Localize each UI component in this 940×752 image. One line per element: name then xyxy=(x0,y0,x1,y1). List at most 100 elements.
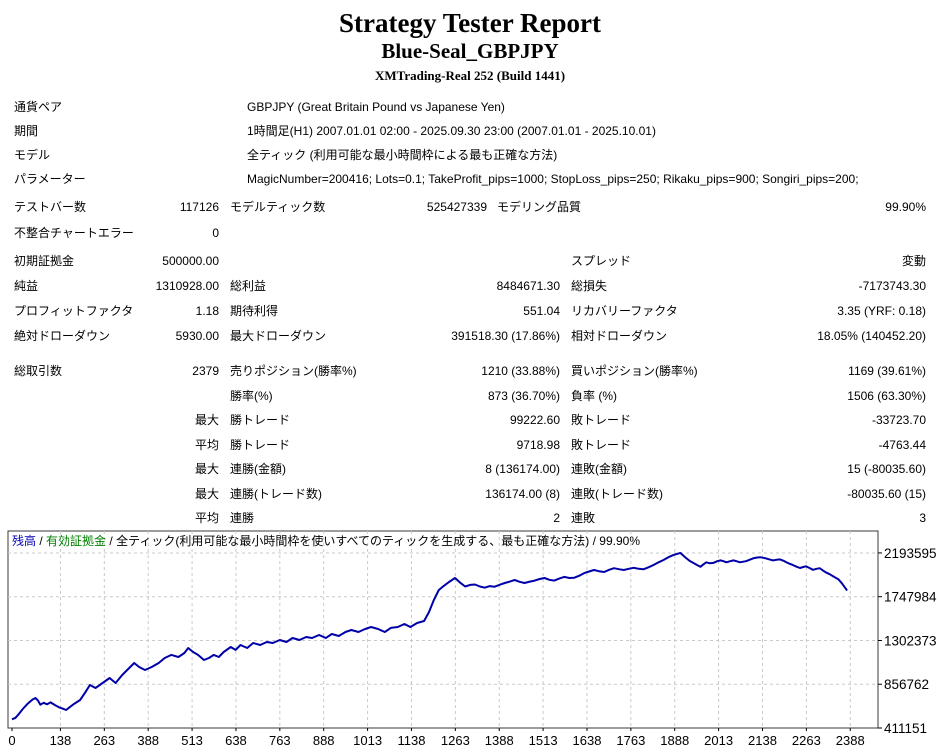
chart-plot-area xyxy=(7,530,879,729)
stat-label: 連敗(金額) xyxy=(571,462,627,476)
info-label: 通貨ペア xyxy=(14,100,63,114)
stat-value: 18.05% (140452.20) xyxy=(817,329,926,343)
stat-label: プロフィットファクタ xyxy=(14,304,134,318)
stat-value: 平均 xyxy=(194,437,219,452)
stat-label: 連勝 xyxy=(230,511,255,525)
x-tick-label: 263 xyxy=(93,733,115,748)
stats-row: 初期証拠金 500000.00 スプレッド 変動 xyxy=(0,249,940,274)
stat-value: 3.35 (YRF: 0.18) xyxy=(837,304,926,318)
stat-label: リカバリーファクタ xyxy=(571,304,678,318)
stats-row: 平均 連勝 2 連敗 3 xyxy=(0,506,940,531)
stat-value: 117126 xyxy=(179,200,219,214)
stat-label: モデルティック数 xyxy=(230,200,326,214)
stats-row: テストバー数 117126 モデルティック数 525427339 モデリング品質 99.9… xyxy=(0,194,940,220)
stat-label: 勝率(%) xyxy=(230,388,273,403)
stat-value: 0 xyxy=(212,226,219,240)
stat-value: 最大 xyxy=(194,413,219,427)
stat-value: 2 xyxy=(553,511,560,525)
stats-row: 勝率(%) 873 (36.70%) 負率 (%) 1506 (63.30%) xyxy=(0,384,940,409)
stat-label xyxy=(14,408,155,433)
stat-label: 買いポジション(勝率%) xyxy=(571,364,698,378)
x-tick-label: 2263 xyxy=(792,733,821,748)
stats-row: 平均 勝トレード 9718.98 敗トレード -4763.44 xyxy=(0,433,940,458)
stat-label: 敗トレード xyxy=(571,437,632,452)
x-tick-label: 0 xyxy=(8,733,15,748)
x-tick-label: 513 xyxy=(181,733,203,748)
server-build-label: XMTrading-Real 252 (Build 1441) xyxy=(374,68,566,83)
stat-value: -7173743.30 xyxy=(858,279,926,293)
stats-section: 総取引数 2379 売りポジション(勝率%) 1210 (33.88%) 買いポジション… xyxy=(0,359,940,531)
stat-label: 勝トレード xyxy=(230,437,291,452)
stat-label xyxy=(14,482,155,507)
stat-value: -33723.70 xyxy=(871,413,926,427)
x-tick-label: 2013 xyxy=(704,733,733,748)
info-row: モデル 全ティック (利用可能な最小時間枠による最も正確な方法) xyxy=(0,143,940,167)
stat-value: 551.04 xyxy=(523,304,560,318)
x-tick-label: 2138 xyxy=(748,733,777,748)
stat-label: 最大ドローダウン xyxy=(230,329,327,343)
x-tick-label: 1763 xyxy=(616,733,645,748)
x-tick-label: 763 xyxy=(269,733,291,748)
stats-row: 絶対ドローダウン 5930.00 最大ドローダウン 391518.30 (17.86%… xyxy=(0,324,940,349)
stat-value: 99222.60 xyxy=(509,413,560,427)
stat-value: 8484671.30 xyxy=(496,279,560,293)
stat-value: 1.18 xyxy=(195,304,219,318)
stat-label xyxy=(14,506,155,531)
stat-label: 初期証拠金 xyxy=(14,254,75,268)
stat-value: 2379 xyxy=(192,364,219,378)
stat-label: 連勝(金額) xyxy=(230,462,286,476)
stats-row: 最大 連勝(トレード数) 136174.00 (8) 連敗(トレード数) -80035.… xyxy=(0,482,940,507)
x-tick-label: 638 xyxy=(225,733,247,748)
stat-value: 3 xyxy=(919,511,926,525)
test-stats-tables: テストバー数 117126 モデルティック数 525427339 モデリング品質 99.9… xyxy=(0,194,940,531)
stat-value: -80035.60 (15) xyxy=(847,486,926,501)
stat-label xyxy=(497,220,657,246)
stat-value: 最大 xyxy=(194,462,219,476)
stat-label: 総取引数 xyxy=(14,364,63,378)
stat-label: 売りポジション(勝率%) xyxy=(230,364,357,378)
x-tick-label: 1513 xyxy=(529,733,558,748)
stat-value: 525427339 xyxy=(426,200,487,214)
stat-value xyxy=(400,249,560,274)
y-tick-label: 1747984 xyxy=(884,590,937,605)
stat-value: 500000.00 xyxy=(162,254,219,268)
balance-chart-svg: 0 138 263 388 513 638 763 888 1013 1138 1263 1388 15… xyxy=(7,530,937,748)
y-tick-label: 856762 xyxy=(884,677,929,692)
x-tick-label: 1138 xyxy=(397,733,425,748)
x-tick-label: 1388 xyxy=(485,733,514,748)
y-tick-label: 2193595 xyxy=(884,546,937,561)
stat-label xyxy=(230,249,400,274)
stat-label: テストバー数 xyxy=(14,200,87,214)
stat-label: 相対ドローダウン xyxy=(571,329,668,343)
stat-value: 5930.00 xyxy=(175,329,219,343)
stat-value: 873 (36.70%) xyxy=(487,388,560,403)
stat-label: 連敗 xyxy=(571,511,596,525)
stat-value xyxy=(657,220,926,246)
stat-value: 136174.00 (8) xyxy=(485,486,560,501)
report-symbol-title: Blue-Seal_GBPJPY xyxy=(381,39,559,63)
stats-row: 最大 勝トレード 99222.60 敗トレード -33723.70 xyxy=(0,408,940,433)
stat-value xyxy=(155,384,219,409)
stat-value xyxy=(375,220,487,246)
test-info-table: 通貨ペア GBPJPY (Great Britain Pound vs Japan… xyxy=(0,95,940,191)
x-tick-label: 138 xyxy=(50,733,72,748)
x-tick-label: 1013 xyxy=(353,733,382,748)
stat-label: 不整合チャートエラー xyxy=(14,226,134,240)
y-tick-label: 1302373 xyxy=(884,633,937,648)
stats-row: 総取引数 2379 売りポジション(勝率%) 1210 (33.88%) 買いポジション… xyxy=(0,359,940,384)
stat-value: 15 (-80035.60) xyxy=(847,462,926,476)
stat-label xyxy=(230,220,375,246)
info-label: パラメーター xyxy=(14,172,86,186)
stat-label xyxy=(14,457,155,482)
stats-section: 初期証拠金 500000.00 スプレッド 変動 純益 1310928.00 総利益 8484… xyxy=(0,249,940,349)
stat-value: 最大 xyxy=(194,486,219,501)
report-header: Strategy Tester Report Blue-Seal_GBPJPY … xyxy=(0,0,940,95)
balance-chart: 0 138 263 388 513 638 763 888 1013 1138 1263 1388 15… xyxy=(0,528,940,752)
info-label: 期間 xyxy=(14,124,39,138)
stat-label: 連勝(トレード数) xyxy=(230,486,322,501)
x-tick-label: 888 xyxy=(313,733,335,748)
stat-label: 負率 (%) xyxy=(571,388,617,403)
chart-legend: 残高 / 有効証拠金 / 全ティック(利用可能な最小時間枠を使いすべてのティック… xyxy=(12,533,640,548)
stats-section: テストバー数 117126 モデルティック数 525427339 モデリング品質 99.9… xyxy=(0,194,940,246)
